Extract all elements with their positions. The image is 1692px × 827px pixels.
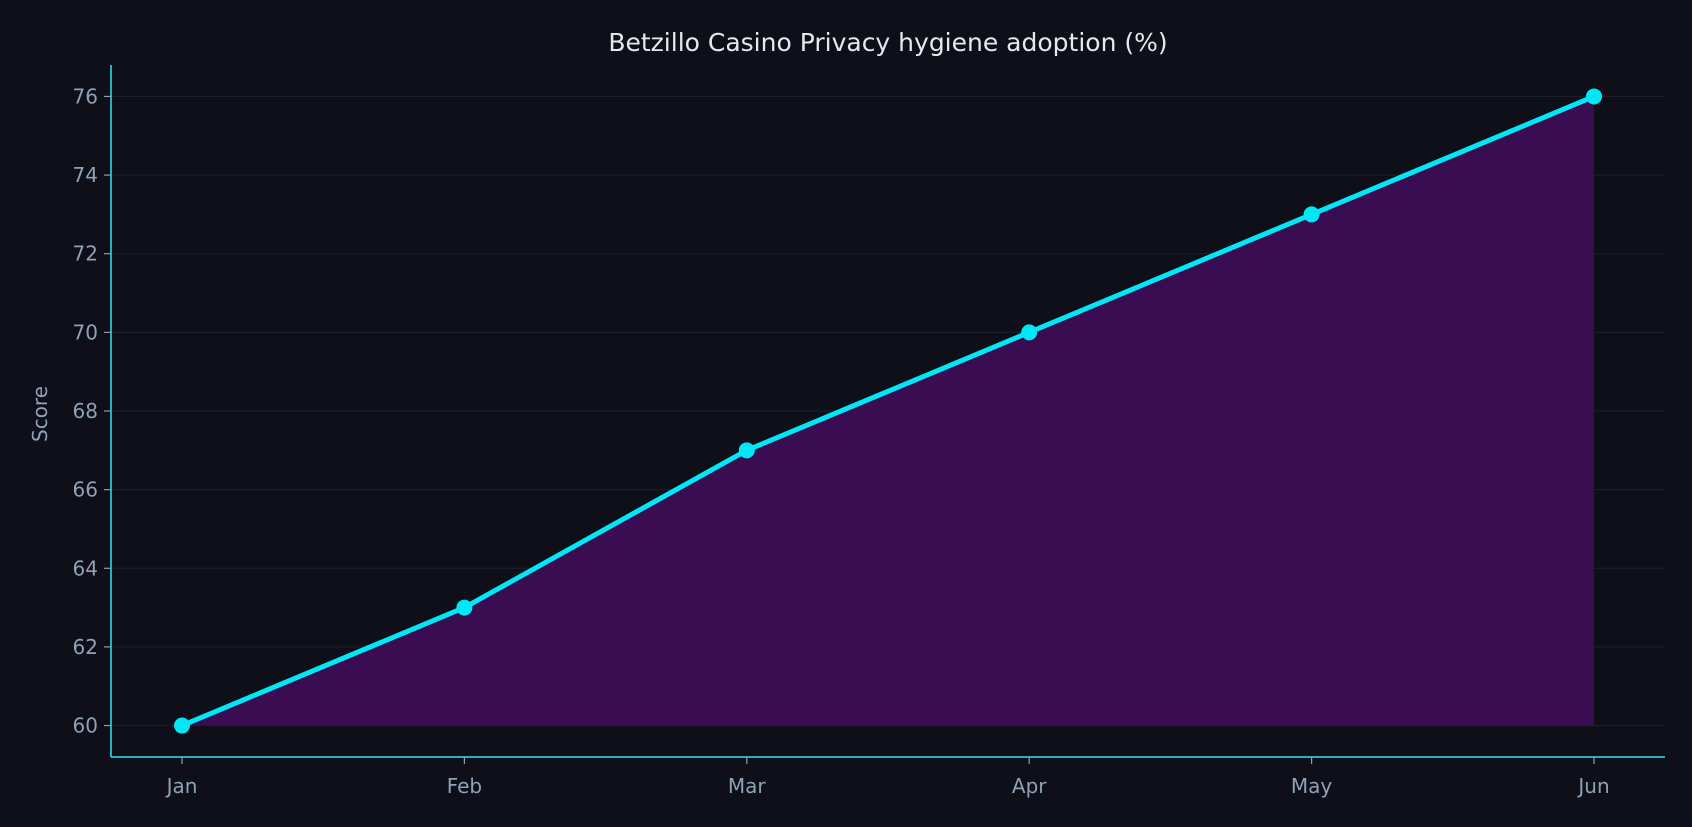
data-point-jan bbox=[174, 717, 190, 734]
y-tick-label: 72 bbox=[73, 242, 98, 266]
x-tick-label: Jan bbox=[165, 774, 198, 798]
y-tick-label: 70 bbox=[73, 320, 98, 344]
y-tick-label: 76 bbox=[73, 84, 98, 108]
y-tick-label: 68 bbox=[73, 399, 98, 423]
x-tick-label: Jun bbox=[1576, 774, 1609, 798]
chart-title: Betzillo Casino Privacy hygiene adoption… bbox=[608, 28, 1167, 57]
y-tick-label: 60 bbox=[73, 714, 98, 738]
data-point-mar bbox=[738, 442, 755, 459]
data-point-jun bbox=[1586, 88, 1602, 105]
y-tick-label: 64 bbox=[73, 556, 98, 580]
x-tick-label: Feb bbox=[447, 774, 482, 798]
x-tick-label: May bbox=[1291, 774, 1333, 798]
y-tick-label: 62 bbox=[73, 635, 98, 659]
y-axis-label: Score bbox=[28, 386, 52, 442]
data-point-apr bbox=[1021, 324, 1038, 341]
data-point-feb bbox=[456, 599, 473, 616]
y-tick-label: 74 bbox=[73, 163, 98, 187]
x-tick-label: Apr bbox=[1012, 774, 1047, 798]
data-point-may bbox=[1303, 206, 1320, 223]
series-line bbox=[181, 94, 1595, 728]
y-tick-label: 66 bbox=[73, 478, 98, 502]
x-tick-label: Mar bbox=[728, 774, 767, 798]
